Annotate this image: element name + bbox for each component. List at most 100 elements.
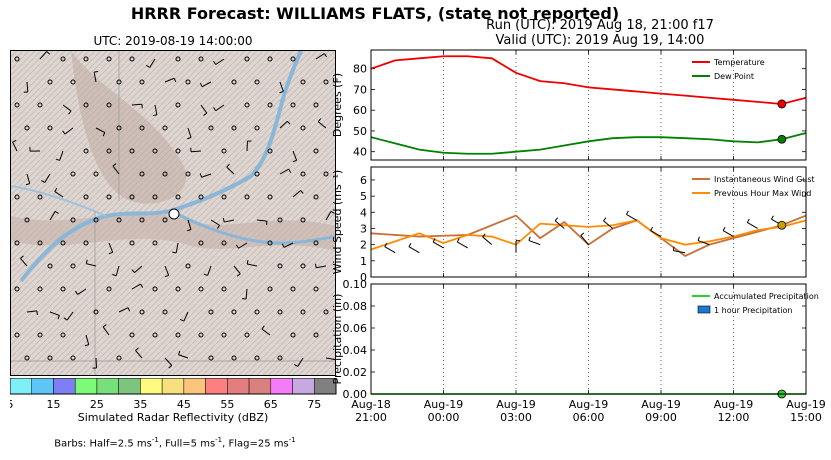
wind-barb-staff [154, 104, 158, 115]
wind-barb-feather [554, 217, 559, 222]
colorbar-tick-label: 75 [307, 398, 321, 411]
wind-barb-feather [112, 274, 117, 277]
x-tick-label: 06:00 [573, 411, 605, 424]
series-line [370, 55, 807, 105]
calm-station-marker [290, 102, 296, 108]
calm-station-marker [83, 240, 89, 246]
wind-barb-staff [279, 81, 284, 92]
calm-station-marker [106, 194, 112, 200]
wind-barb-feather [63, 317, 68, 321]
wind-barb-feather [650, 226, 654, 231]
y-tick-label: 0.02 [343, 366, 368, 379]
x-tick-label: 09:00 [645, 411, 677, 424]
wind-barb-feather [482, 233, 486, 238]
wind-barb-feather [213, 107, 217, 112]
wind-barb-staff [77, 288, 87, 295]
calm-station-marker [83, 102, 89, 108]
wind-barb-staff [49, 211, 56, 221]
wind-barb-staff [482, 236, 493, 246]
wind-barb-staff [26, 81, 29, 93]
current-wind-marker [777, 220, 787, 230]
wind-barb-staff [554, 220, 565, 229]
colorbar: 5 15 25 35 45 55 65 75 [10, 378, 337, 411]
y-tick-label: 3 [360, 222, 367, 235]
wind-barb-staff [118, 307, 129, 313]
calm-station-marker [152, 286, 158, 292]
calm-station-marker [47, 263, 53, 269]
wind-barb-feather [187, 137, 192, 140]
calm-station-marker [152, 148, 158, 154]
colorbar-tick-label: 15 [46, 398, 60, 411]
wind-barb-feather [246, 259, 249, 265]
site-marker [168, 208, 180, 220]
calm-station-marker [152, 332, 158, 338]
wind-barb-staff [697, 240, 710, 246]
wind-barb-feather [286, 120, 291, 125]
wind-barb-feather [281, 243, 285, 248]
calm-station-marker [14, 240, 20, 246]
calm-station-marker [254, 125, 260, 131]
wind-barb-feather [102, 324, 107, 328]
wind-barb-feather [46, 51, 50, 55]
wind-barb-staff [183, 311, 189, 322]
calm-station-marker [24, 125, 30, 131]
calm-station-marker [300, 79, 306, 85]
wind-barb-staff [44, 173, 51, 183]
calm-station-marker [139, 309, 145, 315]
wind-barb-staff [408, 246, 420, 254]
wind-barb-feather [55, 158, 60, 161]
y-tick-label: 0.00 [343, 388, 368, 401]
wind-barb-feather [178, 350, 181, 355]
wind-barb-feather [203, 112, 208, 116]
calm-station-marker [208, 309, 214, 315]
wind-barb-staff [580, 235, 589, 245]
x-tick-label: Aug-19 [569, 398, 608, 411]
calm-station-marker [129, 148, 135, 154]
wind-barb-feather [235, 244, 239, 249]
wind-barb-feather [222, 218, 225, 223]
x-tick-label: Aug-19 [714, 398, 753, 411]
wind-barb-staff [175, 242, 179, 253]
calm-station-marker [47, 355, 53, 361]
y-tick-label: 2 [360, 239, 367, 252]
calm-station-marker [14, 194, 20, 200]
y-tick-label: 0.10 [343, 278, 368, 291]
colorbar-tick-label: 35 [133, 398, 147, 411]
wind-barb-feather [456, 238, 460, 243]
calm-station-marker [152, 194, 158, 200]
y-tick-label: 5 [360, 190, 367, 203]
wind-barb-feather [216, 224, 220, 229]
wind-barb-feather [54, 187, 58, 192]
calm-station-marker [313, 332, 319, 338]
calm-station-marker [290, 332, 296, 338]
wind-barb-staff [190, 150, 202, 153]
wind-barb-feather [20, 255, 24, 259]
calm-station-marker [231, 355, 237, 361]
wind-barb-staff [384, 246, 396, 254]
wind-barb-feather [626, 210, 629, 215]
calm-station-marker [254, 355, 260, 361]
calm-station-marker [14, 102, 20, 108]
calm-station-marker [323, 171, 329, 177]
calm-station-marker [244, 56, 250, 62]
calm-station-marker [175, 148, 181, 154]
wind-barb-feather [146, 64, 150, 68]
series-line [370, 132, 807, 155]
wind-barb-feather [12, 139, 17, 143]
wind-barb-staff [62, 104, 72, 112]
y-tick-label: 60 [353, 104, 367, 117]
calm-station-marker [290, 286, 296, 292]
calm-station-marker [198, 286, 204, 292]
wind-barb-feather [41, 180, 46, 183]
calm-station-marker [70, 263, 76, 269]
wind-barb-feather [330, 210, 335, 214]
calm-station-marker [313, 102, 319, 108]
wind-barb-feather [236, 273, 241, 277]
calm-station-marker [162, 125, 168, 131]
wind-barb-feather [112, 163, 117, 167]
y-tick-label: 50 [353, 125, 367, 138]
calm-station-marker [129, 332, 135, 338]
calm-station-marker [313, 148, 319, 154]
wind-barb-staff [201, 173, 212, 178]
calm-station-marker [129, 194, 135, 200]
